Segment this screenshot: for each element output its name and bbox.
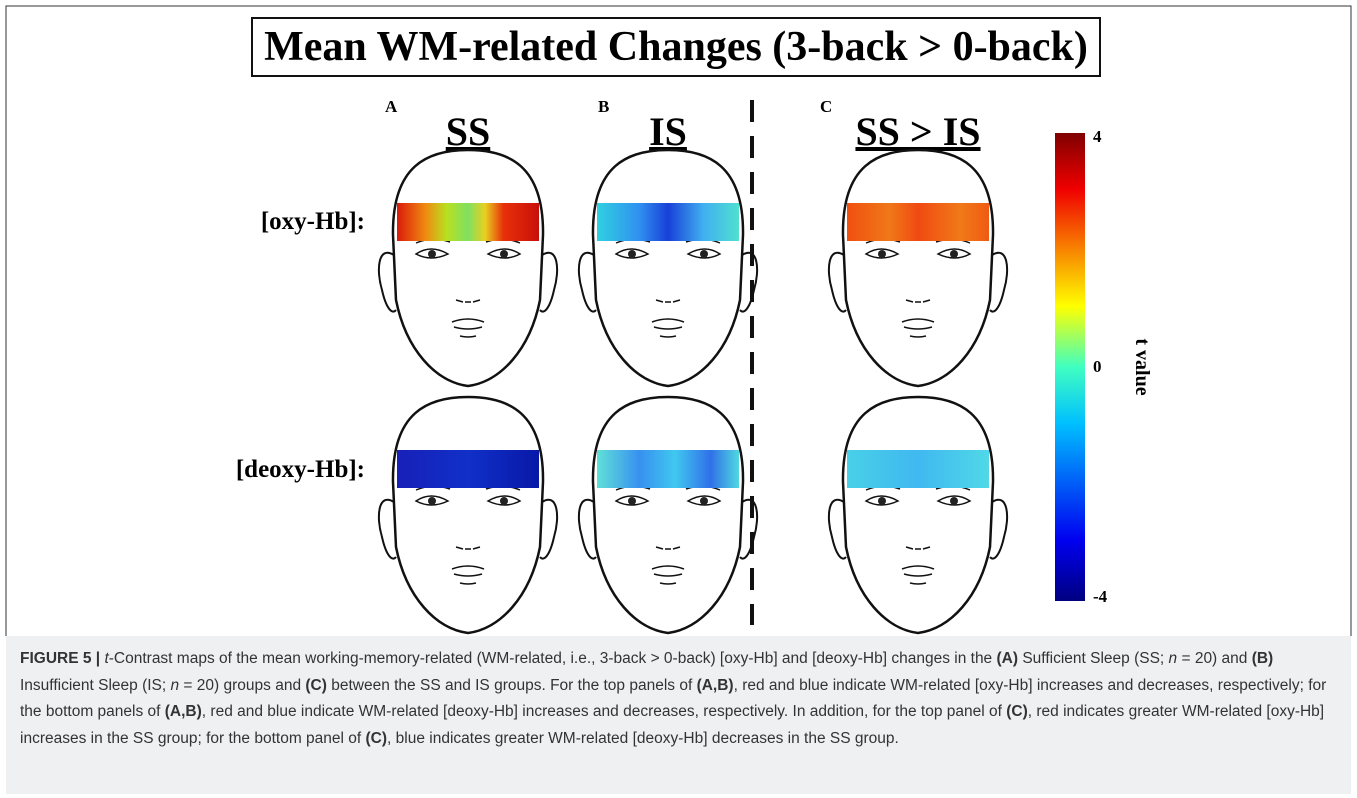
colorbar-tick: 0 xyxy=(1093,357,1102,376)
caption-run: (C) xyxy=(1006,703,1028,720)
heatmap-band xyxy=(397,450,539,488)
caption-run: -Contrast maps of the mean working-memor… xyxy=(109,650,997,667)
colorbar xyxy=(1055,133,1085,601)
colorbar-tick: 4 xyxy=(1093,127,1102,146)
colorbar-tick: -4 xyxy=(1093,587,1108,606)
caption-run: (C) xyxy=(305,677,327,694)
panel-letter: C xyxy=(820,97,832,116)
caption: FIGURE 5 | t-Contrast maps of the mean w… xyxy=(6,636,1351,794)
caption-run: (A,B) xyxy=(165,703,202,720)
row-label: [deoxy-Hb]: xyxy=(236,456,365,483)
heatmap-band xyxy=(597,450,739,488)
page: Mean WM-related Changes (3-back > 0-back… xyxy=(0,0,1357,798)
panel-letter: A xyxy=(385,97,398,116)
face xyxy=(379,150,557,386)
caption-run: , red and blue indicate WM-related [deox… xyxy=(202,703,1006,720)
caption-run: = 20) groups and xyxy=(179,677,305,694)
panel-heading: SS xyxy=(446,109,491,154)
title: Mean WM-related Changes (3-back > 0-back… xyxy=(264,24,1088,70)
caption-run: FIGURE 5 | xyxy=(20,650,104,667)
caption-run: n xyxy=(171,677,180,694)
caption-run: Insufficient Sleep (IS; xyxy=(20,677,171,694)
heatmap-band xyxy=(397,203,539,241)
caption-run: (C) xyxy=(366,730,388,747)
heatmap-band xyxy=(597,203,739,241)
caption-run: between the SS and IS groups. For the to… xyxy=(327,677,697,694)
figure: Mean WM-related Changes (3-back > 0-back… xyxy=(0,0,1357,636)
caption-run: = 20) and xyxy=(1177,650,1252,667)
panel-heading: IS xyxy=(649,109,687,154)
face xyxy=(829,397,1007,633)
colorbar-label: t value xyxy=(1131,338,1153,395)
heatmap-band xyxy=(847,450,989,488)
panels: A SS B IS C SS > IS xyxy=(379,97,1007,633)
caption-run: , blue indicates greater WM-related [deo… xyxy=(387,730,899,747)
row-label: [oxy-Hb]: xyxy=(261,208,365,235)
caption-run: (A,B) xyxy=(697,677,734,694)
heatmap-band xyxy=(847,203,989,241)
caption-run: (A) xyxy=(997,650,1019,667)
caption-run: (B) xyxy=(1252,650,1274,667)
caption-run: n xyxy=(1169,650,1178,667)
caption-run: Sufficient Sleep (SS; xyxy=(1018,650,1169,667)
face xyxy=(579,397,757,633)
panel-letter: B xyxy=(598,97,609,116)
face xyxy=(379,397,557,633)
face xyxy=(829,150,1007,386)
face xyxy=(579,150,757,386)
panel-heading: SS > IS xyxy=(855,109,980,154)
